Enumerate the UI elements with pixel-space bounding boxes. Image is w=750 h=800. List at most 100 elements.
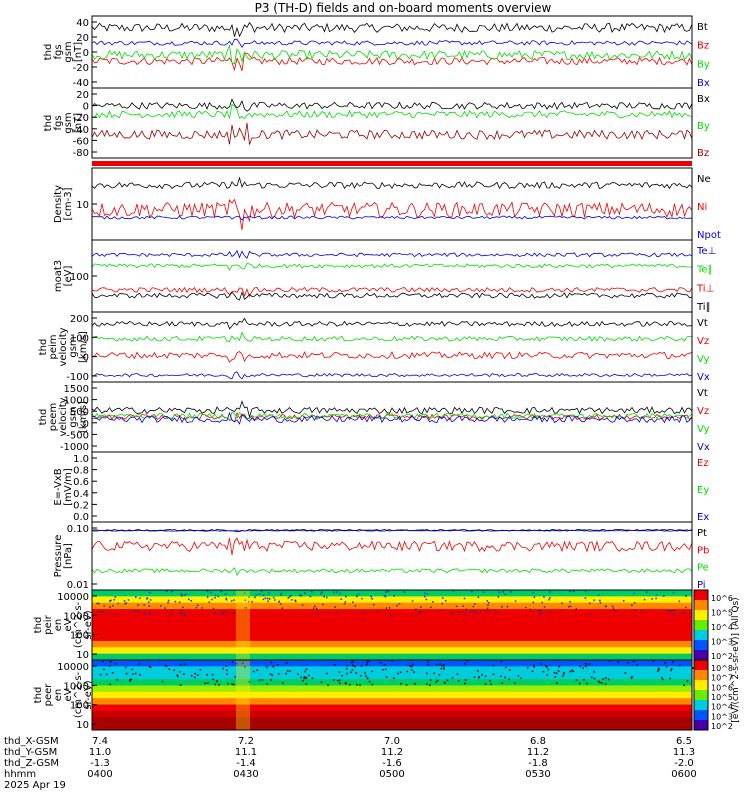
legend-entry-Vz: Vz [697, 336, 709, 347]
spectrogram-speck [134, 610, 136, 613]
spectrogram-speck [164, 607, 166, 609]
y-axis-label: [eV] [63, 266, 74, 287]
spectrogram-speck [371, 670, 373, 673]
spectrogram-speck [177, 675, 179, 678]
spectrogram-speck [300, 595, 302, 597]
series-line-Bz [91, 52, 693, 72]
spectrogram-speck [380, 662, 382, 664]
spectrogram-speck [99, 673, 102, 676]
x-axis-value: -1.4 [236, 758, 256, 769]
x-axis-value: 11.0 [89, 747, 111, 758]
spectrogram-speck [439, 609, 441, 612]
spectrogram-speck [221, 613, 224, 615]
colorbar-swatch [694, 620, 708, 631]
spectrogram-band [92, 679, 692, 686]
spectrogram-speck [652, 660, 655, 662]
spectrogram-speck [206, 674, 208, 676]
spectrogram-speck [533, 666, 535, 668]
y-axis-label: thd [38, 339, 49, 356]
spectrogram-speck [540, 663, 542, 665]
spectrogram-speck [115, 613, 118, 615]
spectrogram-speck [137, 610, 140, 613]
spectrogram-speck [270, 661, 273, 664]
spectrogram-speck [209, 591, 212, 594]
panel-5: 200 100 0 -100 thd peim velocity gsm [km/s] Vt Vz V… [38, 311, 710, 383]
spectrogram-speck [572, 590, 575, 592]
x-axis-value: -1.8 [528, 758, 548, 769]
panel-2: 200-20-40-60-80 thd fgs gsm [nT] Bx By Bz [43, 87, 710, 159]
spectrogram-speck [297, 673, 299, 675]
y-axis-label: moat3 [53, 260, 64, 292]
panel-frame [91, 659, 693, 731]
panel-frame [91, 15, 693, 89]
spectrogram-speck [360, 665, 363, 667]
spectrogram-speck [441, 665, 443, 667]
spectrogram-speck [410, 666, 413, 668]
spectrogram-speck [585, 665, 587, 668]
x-axis-value: 11.2 [381, 747, 403, 758]
spectrogram-speck [656, 670, 659, 672]
colorbar-swatch [694, 630, 708, 641]
spectrogram-speck [135, 596, 137, 598]
spectrogram-speck [484, 683, 487, 685]
spectrogram-speck [391, 660, 393, 662]
spectrogram-speck [357, 593, 360, 596]
spectrogram-speck [562, 609, 564, 611]
colorbar-2: 10^810^710^610^510^410^310^2 [693, 659, 733, 731]
y-tick-label: 0.4 [73, 489, 89, 500]
spectrogram-speck [180, 610, 182, 613]
spectrogram-speck [139, 597, 141, 600]
spectrogram-speck [207, 682, 209, 684]
y-axis-label: peim [48, 334, 59, 359]
y-tick-label: 100 [70, 701, 89, 712]
spectrogram-speck [441, 602, 444, 605]
y-axis-label: thd [38, 409, 49, 426]
spectrogram-speck [244, 599, 247, 602]
spectrogram-speck [632, 660, 635, 663]
spectrogram-speck [285, 662, 288, 664]
spectrogram-speck [269, 598, 271, 600]
spectrogram-speck [278, 673, 280, 675]
spectrogram-speck [554, 676, 557, 678]
spectrogram-speck [409, 665, 411, 667]
spectrogram-speck [346, 672, 348, 675]
spectrogram-speck [548, 598, 550, 601]
colorbar-label: 10^4 [711, 703, 733, 712]
spectrogram-speck [500, 675, 502, 677]
spectrogram-speck [227, 682, 229, 685]
spectrogram-speck [486, 600, 488, 602]
spectrogram-speck [281, 607, 283, 610]
y-axis-label: peir [43, 614, 54, 634]
y-axis-label: gsm [68, 406, 79, 427]
y-tick-label: -100 [66, 372, 89, 383]
legend-entry-Npot: Npot [697, 230, 721, 241]
legend-entry-Bx: Bx [697, 94, 710, 105]
spectrogram-speck [159, 605, 162, 607]
spectrogram-speck [443, 668, 445, 670]
spectrogram-speck [682, 612, 685, 614]
spectrogram-speck [569, 670, 572, 673]
spectrogram-speck [108, 665, 111, 667]
spectrogram-speck [233, 683, 235, 686]
spectrogram-speck [582, 667, 584, 669]
spectrogram-speck [399, 682, 402, 685]
spectrogram-speck [452, 590, 455, 592]
series-line-Vt [91, 400, 693, 419]
spectrogram-speck [500, 660, 503, 663]
spectrogram-speck [385, 607, 388, 609]
spectrogram-speck [235, 662, 238, 665]
spectrogram-speck [216, 680, 218, 682]
spectrogram-speck [339, 679, 341, 682]
spectrogram-speck [657, 667, 660, 670]
colorbar-label: 10^5 [711, 609, 733, 618]
x-axis-value: 11.2 [527, 747, 549, 758]
spectrogram-speck [183, 663, 186, 665]
colorbar-swatch [694, 600, 708, 611]
spectrogram-speck [351, 669, 354, 671]
spectrogram-speck [255, 593, 257, 596]
spectrogram-speck [179, 671, 181, 673]
spectrogram-speck [540, 612, 542, 615]
spectrogram-speck [149, 613, 151, 616]
colorbar-swatch [694, 700, 708, 711]
spectrogram-speck [352, 601, 354, 603]
